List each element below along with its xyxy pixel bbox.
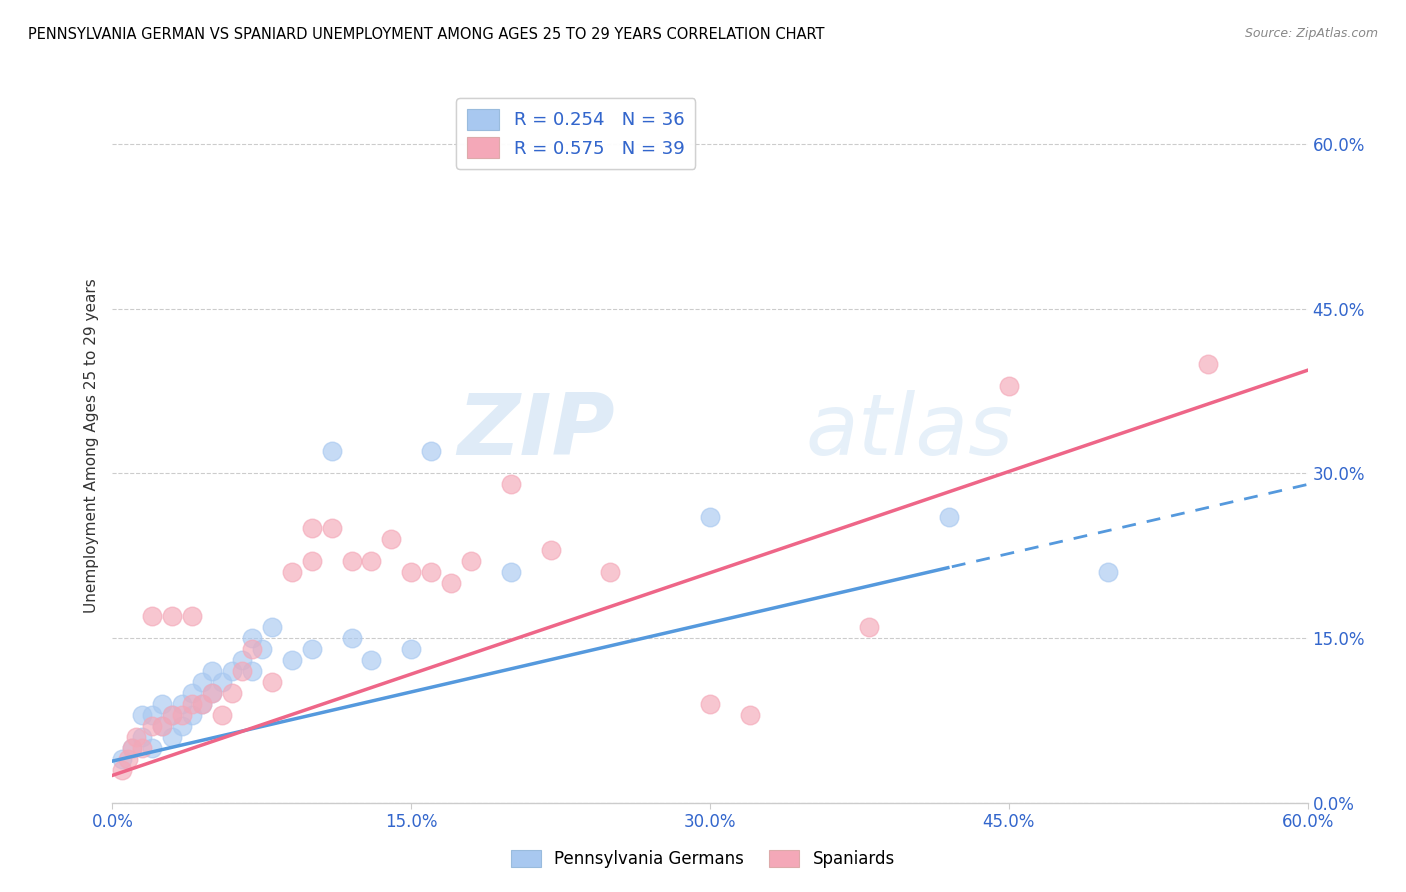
Point: [141, 740, 163, 755]
Legend: Pennsylvania Germans, Spaniards: Pennsylvania Germans, Spaniards: [505, 843, 901, 875]
Point: [281, 653, 304, 667]
Point: [162, 609, 183, 624]
Point: [111, 763, 134, 777]
Y-axis label: Unemployment Among Ages 25 to 29 years: Unemployment Among Ages 25 to 29 years: [83, 278, 98, 614]
Point: [998, 378, 1021, 392]
Point: [231, 653, 253, 667]
Point: [121, 740, 143, 755]
Point: [340, 554, 363, 568]
Point: [281, 566, 304, 580]
Point: [540, 543, 562, 558]
Point: [460, 554, 482, 568]
Point: [150, 719, 173, 733]
Point: [401, 566, 423, 580]
Point: [125, 730, 148, 744]
Point: [211, 675, 233, 690]
Point: [221, 686, 243, 700]
Point: [420, 444, 443, 458]
Text: atlas: atlas: [806, 390, 1014, 474]
Legend: R = 0.254   N = 36, R = 0.575   N = 39: R = 0.254 N = 36, R = 0.575 N = 39: [456, 98, 696, 169]
Point: [141, 719, 163, 733]
Point: [240, 631, 263, 645]
Point: [380, 533, 402, 547]
Point: [321, 521, 343, 535]
Point: [401, 642, 423, 657]
Point: [699, 510, 721, 524]
Point: [301, 642, 323, 657]
Point: [340, 631, 363, 645]
Point: [201, 686, 224, 700]
Point: [111, 752, 134, 766]
Point: [150, 719, 173, 733]
Point: [172, 697, 194, 711]
Point: [260, 620, 283, 634]
Point: [738, 708, 761, 723]
Point: [260, 675, 283, 690]
Point: [250, 642, 273, 657]
Point: [321, 444, 343, 458]
Text: ZIP: ZIP: [457, 390, 614, 474]
Point: [499, 566, 522, 580]
Point: [231, 664, 253, 678]
Point: [131, 708, 153, 723]
Point: [141, 708, 163, 723]
Point: [201, 664, 224, 678]
Point: [162, 708, 183, 723]
Point: [240, 664, 263, 678]
Text: Source: ZipAtlas.com: Source: ZipAtlas.com: [1244, 27, 1378, 40]
Point: [221, 664, 243, 678]
Point: [191, 697, 214, 711]
Point: [181, 609, 204, 624]
Point: [172, 708, 194, 723]
Point: [131, 740, 153, 755]
Point: [150, 697, 173, 711]
Point: [938, 510, 960, 524]
Point: [191, 697, 214, 711]
Point: [131, 730, 153, 744]
Point: [117, 752, 139, 766]
Point: [181, 697, 204, 711]
Point: [172, 719, 194, 733]
Text: PENNSYLVANIA GERMAN VS SPANIARD UNEMPLOYMENT AMONG AGES 25 TO 29 YEARS CORRELATI: PENNSYLVANIA GERMAN VS SPANIARD UNEMPLOY…: [28, 27, 825, 42]
Point: [699, 697, 721, 711]
Point: [858, 620, 880, 634]
Point: [360, 653, 382, 667]
Point: [1097, 566, 1119, 580]
Point: [162, 708, 183, 723]
Point: [440, 576, 463, 591]
Point: [191, 675, 214, 690]
Point: [211, 708, 233, 723]
Point: [141, 609, 163, 624]
Point: [240, 642, 263, 657]
Point: [301, 521, 323, 535]
Point: [499, 477, 522, 491]
Point: [162, 730, 183, 744]
Point: [420, 566, 443, 580]
Point: [201, 686, 224, 700]
Point: [181, 686, 204, 700]
Point: [360, 554, 382, 568]
Point: [1197, 357, 1219, 371]
Point: [121, 740, 143, 755]
Point: [301, 554, 323, 568]
Point: [181, 708, 204, 723]
Point: [599, 566, 621, 580]
